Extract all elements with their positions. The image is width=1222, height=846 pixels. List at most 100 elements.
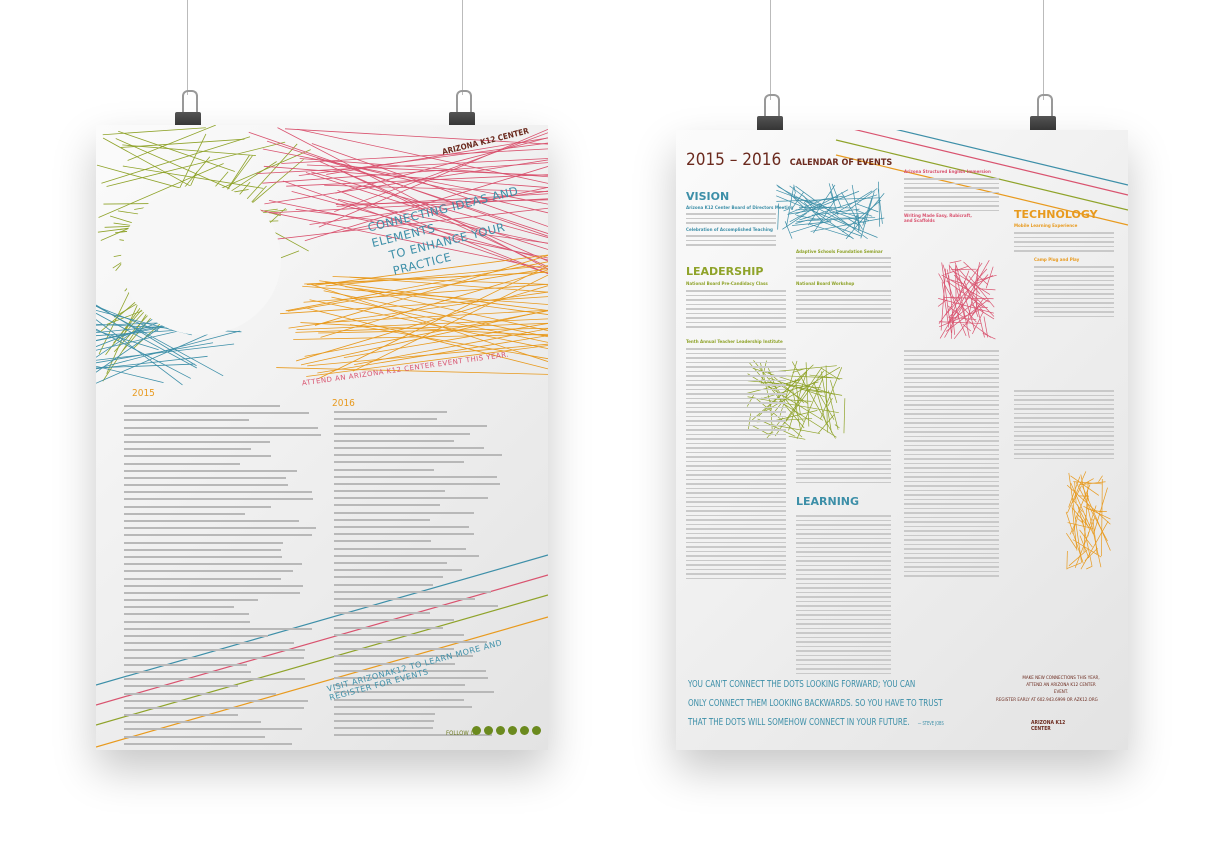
string-line	[1086, 565, 1093, 570]
text-line-placeholder	[796, 668, 891, 670]
text-line-placeholder	[904, 525, 999, 527]
string-line	[938, 273, 953, 299]
pinterest-icon[interactable]	[532, 726, 541, 735]
event-row	[124, 714, 238, 717]
text-line-placeholder	[796, 551, 891, 553]
text-line-placeholder	[686, 532, 786, 534]
string-line	[767, 371, 805, 404]
event-row	[334, 734, 492, 737]
text-line-placeholder	[686, 379, 786, 381]
event-row	[124, 498, 313, 501]
string-line	[799, 194, 878, 221]
event-row	[124, 642, 294, 645]
event-row	[334, 576, 444, 579]
text-line-placeholder	[686, 442, 786, 444]
facebook-icon[interactable]	[472, 726, 481, 735]
event-heading: Writing Made Easy, Rubicraft, and Scaffo…	[904, 214, 972, 224]
text-line-placeholder	[686, 411, 786, 413]
event-row	[334, 475, 498, 478]
string-line	[1073, 481, 1103, 485]
text-line-placeholder	[904, 390, 999, 392]
string-line	[787, 206, 830, 215]
text-line-placeholder	[904, 494, 999, 496]
string-line	[286, 174, 548, 187]
string-line	[277, 127, 548, 270]
text-line-placeholder	[686, 510, 786, 512]
logo: ARIZONA K12 CENTER	[1031, 720, 1066, 732]
string-line	[1078, 507, 1091, 531]
string-line	[952, 296, 977, 323]
event-row	[334, 698, 465, 701]
event-heading: Adaptive Schools Foundation Seminar	[796, 250, 883, 255]
event-row	[334, 662, 455, 665]
event-row	[334, 432, 471, 435]
event-row	[124, 591, 300, 594]
string-line	[963, 280, 979, 318]
string-line	[757, 364, 814, 418]
string-line	[757, 418, 796, 437]
text-line-placeholder	[796, 582, 891, 584]
event-row	[124, 412, 309, 415]
instagram-icon[interactable]	[508, 726, 517, 735]
text-line-placeholder	[686, 505, 786, 507]
twitter-icon[interactable]	[484, 726, 493, 735]
string-line	[1068, 549, 1088, 567]
event-row	[334, 705, 473, 708]
text-line-placeholder	[904, 458, 999, 460]
event-row	[124, 455, 272, 458]
text-line-placeholder	[796, 515, 891, 517]
event-row	[124, 635, 268, 637]
string-line	[789, 185, 815, 205]
text-line-placeholder	[796, 641, 891, 643]
event-row	[124, 440, 270, 443]
event-row	[124, 584, 304, 587]
string-line	[860, 191, 875, 239]
event-row	[124, 656, 304, 659]
events-list-2016	[334, 411, 504, 742]
string-line	[968, 275, 995, 308]
string-line	[304, 166, 548, 242]
string-line	[266, 140, 548, 234]
text-line-placeholder	[904, 489, 999, 491]
string-line	[784, 370, 825, 424]
text-line-placeholder	[686, 393, 786, 395]
event-row	[334, 526, 469, 528]
text-line-placeholder	[904, 399, 999, 401]
text-line-placeholder	[686, 546, 786, 548]
event-row	[124, 678, 305, 681]
text-line-placeholder	[686, 465, 786, 467]
string-line	[96, 342, 214, 364]
string-line	[300, 309, 548, 366]
event-row	[334, 684, 465, 687]
text-line-placeholder	[904, 408, 999, 410]
string-line	[971, 297, 985, 317]
event-row	[124, 742, 292, 745]
string-line	[954, 271, 991, 295]
text-line-placeholder	[686, 519, 786, 521]
string-line	[306, 164, 548, 176]
event-row	[334, 439, 454, 442]
section-vision: VISION	[686, 190, 730, 203]
string-line	[1094, 487, 1108, 532]
string-line	[1066, 551, 1068, 570]
string-line	[846, 188, 878, 212]
event-row	[334, 712, 435, 715]
event-row	[124, 469, 297, 472]
string-line	[96, 594, 548, 726]
linkedin-icon[interactable]	[520, 726, 529, 735]
event-row	[334, 669, 486, 672]
string-line	[941, 281, 950, 328]
string-line	[285, 261, 548, 312]
string-line	[792, 389, 802, 432]
event-row	[124, 685, 239, 688]
string-line	[938, 321, 982, 324]
google-plus-icon[interactable]	[496, 726, 505, 735]
string-line	[778, 400, 837, 438]
text-line-placeholder	[904, 426, 999, 428]
event-row	[334, 605, 498, 608]
text-line-placeholder	[686, 384, 786, 386]
text-line-placeholder	[686, 514, 786, 516]
event-row	[334, 547, 466, 550]
text-line-placeholder	[796, 654, 891, 656]
string-line	[315, 254, 548, 286]
